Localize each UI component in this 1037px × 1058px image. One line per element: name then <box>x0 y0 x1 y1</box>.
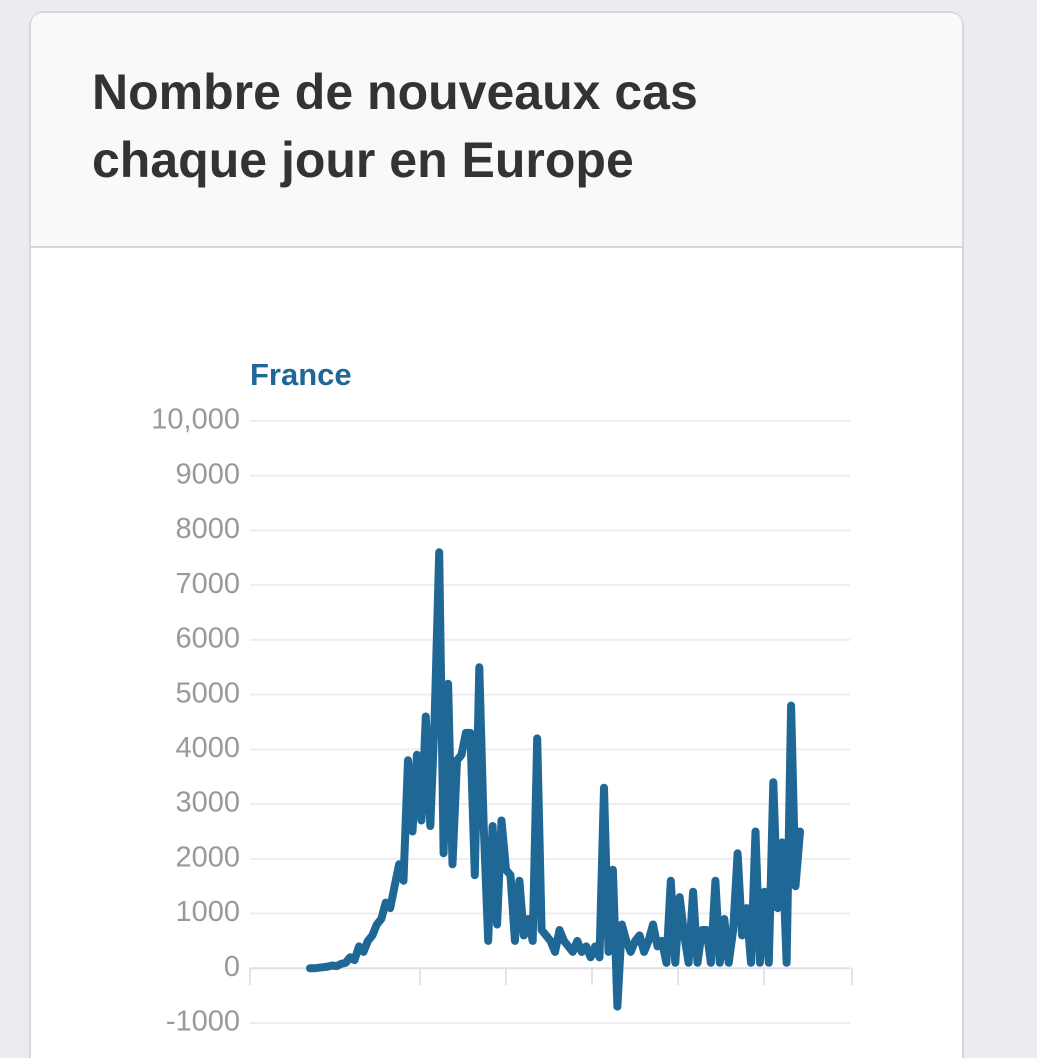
y-tick-label: -1000 <box>166 1006 240 1038</box>
y-tick-label: 8000 <box>175 513 240 545</box>
y-tick-label: 4000 <box>175 732 240 764</box>
y-tick-label: 0 <box>224 951 240 983</box>
card-header <box>31 13 962 247</box>
card <box>29 11 964 1058</box>
y-tick-label: 7000 <box>175 568 240 600</box>
y-tick-label: 9000 <box>175 458 240 490</box>
series-label: France <box>250 357 352 392</box>
chart-title: chaque jour en Europe <box>92 132 634 188</box>
y-tick-label: 1000 <box>175 896 240 928</box>
y-tick-label: 3000 <box>175 787 240 819</box>
y-tick-label: 6000 <box>175 623 240 655</box>
chart-title: Nombre de nouveaux cas <box>92 64 698 120</box>
y-tick-label: 5000 <box>175 677 240 709</box>
line <box>306 548 804 1011</box>
y-tick-label: 2000 <box>175 841 240 873</box>
y-tick-label: 10,000 <box>151 404 240 436</box>
x-axis-ticks <box>249 968 853 985</box>
